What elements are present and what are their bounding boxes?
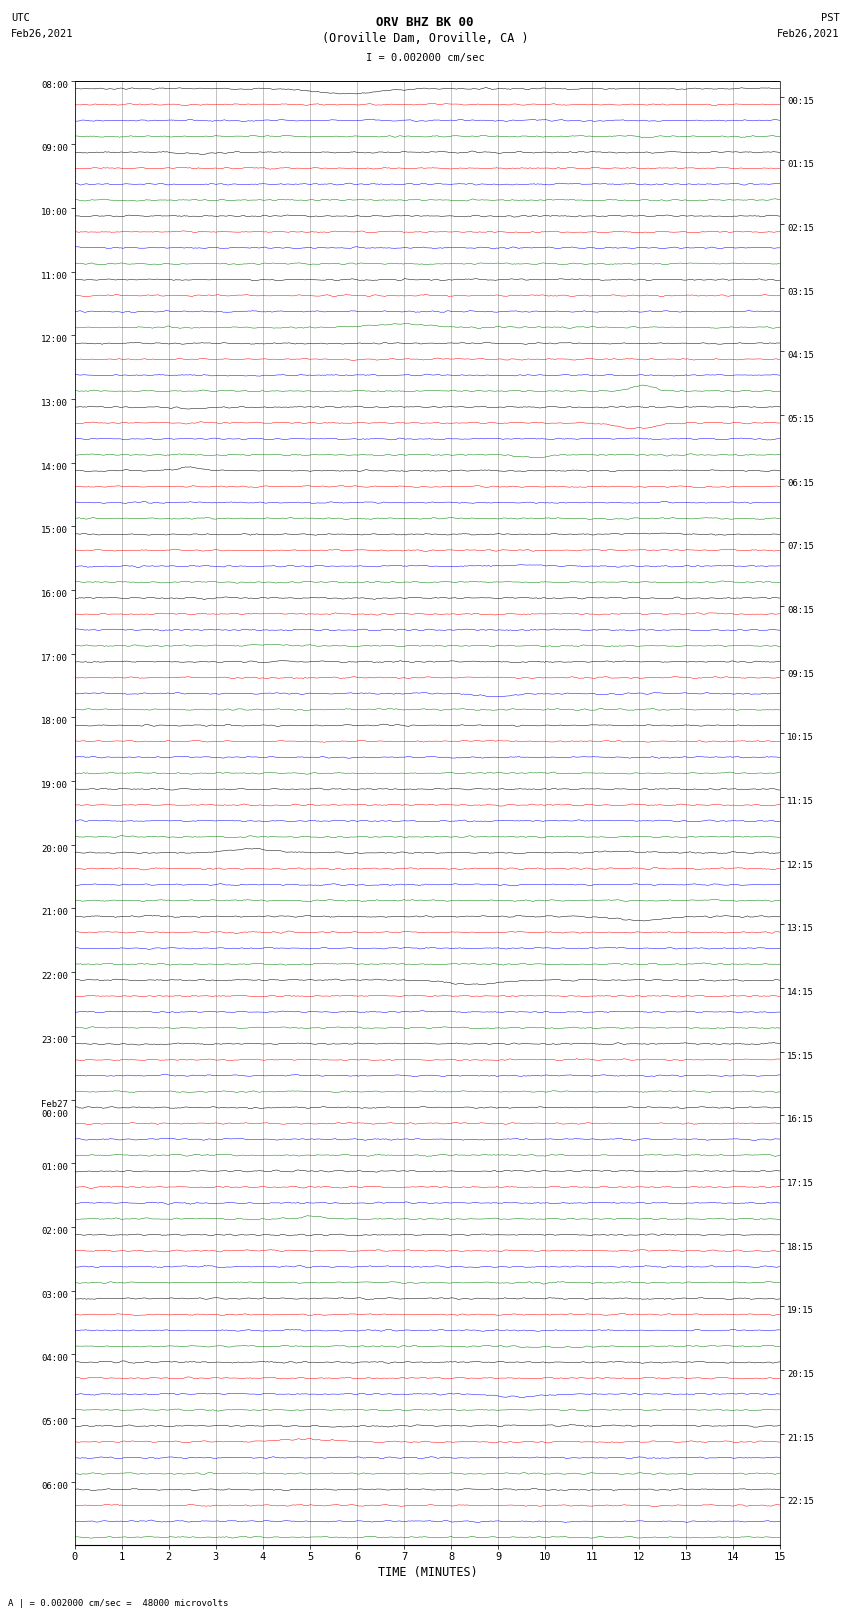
Text: Feb26,2021: Feb26,2021	[11, 29, 74, 39]
Text: PST: PST	[821, 13, 840, 23]
Text: I = 0.002000 cm/sec: I = 0.002000 cm/sec	[366, 53, 484, 63]
Text: A | = 0.002000 cm/sec =  48000 microvolts: A | = 0.002000 cm/sec = 48000 microvolts	[8, 1598, 229, 1608]
Text: UTC: UTC	[11, 13, 30, 23]
Text: (Oroville Dam, Oroville, CA ): (Oroville Dam, Oroville, CA )	[321, 32, 529, 45]
Text: ORV BHZ BK 00: ORV BHZ BK 00	[377, 16, 473, 29]
X-axis label: TIME (MINUTES): TIME (MINUTES)	[377, 1566, 478, 1579]
Text: Feb26,2021: Feb26,2021	[777, 29, 840, 39]
